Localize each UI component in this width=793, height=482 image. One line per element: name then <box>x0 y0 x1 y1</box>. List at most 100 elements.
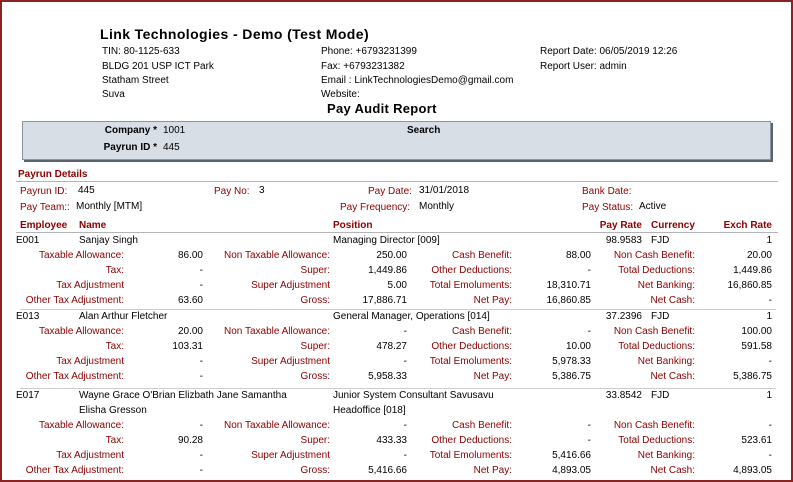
employee-position: General Manager, Operations [014] <box>333 311 490 322</box>
non-taxable-allowance-value: - <box>403 326 407 337</box>
net-cash-value: 5,386.75 <box>733 371 772 382</box>
company-address-1: BLDG 201 USP ICT Park <box>102 61 214 72</box>
super-adjustment-value: - <box>403 450 407 461</box>
pay-no-value: 3 <box>259 185 265 196</box>
company-name: Link Technologies - Demo (Test Mode) <box>100 26 370 42</box>
taxable-allowance-value: 86.00 <box>177 250 203 261</box>
payrun-id-field-value: 445 <box>78 185 95 196</box>
cash-benefit-value: - <box>587 326 591 337</box>
net-cash-value: 4,893.05 <box>733 465 772 476</box>
non-cash-benefit-label: Non Cash Benefit: <box>613 326 695 337</box>
net-pay-value: 4,893.05 <box>552 465 591 476</box>
pay-no-label: Pay No: <box>214 186 250 197</box>
net-cash-value: - <box>768 295 772 306</box>
cash-benefit-value: 88.00 <box>565 250 591 261</box>
employee-pay-rate: 37.2396 <box>605 311 642 322</box>
col-exch-rate: Exch Rate <box>723 220 772 231</box>
report-user: Report User: admin <box>540 61 627 72</box>
employee-position: Junior System Consultant Savusavu <box>333 390 494 401</box>
company-address-2: Statham Street <box>102 75 169 86</box>
net-pay-label: Net Pay: <box>473 295 512 306</box>
net-pay-value: 5,386.75 <box>552 371 591 382</box>
employee-code: E013 <box>16 311 40 322</box>
non-cash-benefit-value: - <box>768 420 772 431</box>
company-value: 1001 <box>163 125 186 136</box>
non-cash-benefit-value: 100.00 <box>741 326 772 337</box>
non-taxable-allowance-label: Non Taxable Allowance: <box>224 250 330 261</box>
cash-benefit-label: Cash Benefit: <box>451 250 512 261</box>
company-phone: Phone: +6793231399 <box>321 46 417 57</box>
employee-name: Wayne Grace O'Brian Elizbath Jane Samant… <box>79 390 287 401</box>
gross-label: Gross: <box>300 295 330 306</box>
net-cash-label: Net Cash: <box>650 371 695 382</box>
pay-team-value: Monthly [MTM] <box>76 201 143 212</box>
total-deductions-value: 591.58 <box>741 341 772 352</box>
col-pay-rate: Pay Rate <box>599 220 642 231</box>
total-deductions-label: Total Deductions: <box>618 435 695 446</box>
employee-divider <box>20 309 776 310</box>
gross-label: Gross: <box>300 465 330 476</box>
cash-benefit-value: - <box>587 420 591 431</box>
taxable-allowance-value: 20.00 <box>177 326 203 337</box>
total-deductions-label: Total Deductions: <box>618 265 695 276</box>
employee-name: Sanjay Singh <box>79 235 138 246</box>
other-tax-adjustment-label: Other Tax Adjustment: <box>25 371 124 382</box>
non-taxable-allowance-value: - <box>403 420 407 431</box>
non-taxable-allowance-label: Non Taxable Allowance: <box>224 326 330 337</box>
tax-adjustment-value: - <box>199 280 203 291</box>
non-cash-benefit-value: 20.00 <box>746 250 772 261</box>
tax-adjustment-value: - <box>199 356 203 367</box>
super-value: 478.27 <box>376 341 407 352</box>
bank-date-label: Bank Date: <box>582 186 632 197</box>
tax-adjustment-label: Tax Adjustment <box>56 280 124 291</box>
gross-value: 17,886.71 <box>362 295 408 306</box>
other-deductions-label: Other Deductions: <box>431 341 512 352</box>
payrun-id-label: Payrun ID * <box>103 142 157 153</box>
company-fax: Fax: +6793231382 <box>321 61 405 72</box>
other-tax-adjustment-label: Other Tax Adjustment: <box>25 295 124 306</box>
company-website: Website: <box>321 89 360 100</box>
search-label: Search <box>407 125 441 136</box>
total-emoluments-value: 5,978.33 <box>552 356 591 367</box>
other-deductions-label: Other Deductions: <box>431 265 512 276</box>
tax-label: Tax: <box>105 341 124 352</box>
super-adjustment-label: Super Adjustment <box>251 450 330 461</box>
employee-code: E017 <box>16 390 40 401</box>
pay-frequency-value: Monthly <box>419 201 455 212</box>
pay-date-label: Pay Date: <box>368 186 412 197</box>
net-cash-label: Net Cash: <box>650 295 695 306</box>
employee-name: Alan Arthur Fletcher <box>79 311 168 322</box>
super-value: 433.33 <box>376 435 407 446</box>
employee-position: Managing Director [009] <box>333 235 440 246</box>
tax-adjustment-label: Tax Adjustment <box>56 356 124 367</box>
net-cash-label: Net Cash: <box>650 465 695 476</box>
super-adjustment-label: Super Adjustment <box>251 280 330 291</box>
tax-adjustment-label: Tax Adjustment <box>56 450 124 461</box>
other-deductions-label: Other Deductions: <box>431 435 512 446</box>
net-banking-label: Net Banking: <box>637 356 695 367</box>
employee-name-cont: Elisha Gresson <box>79 405 147 416</box>
employee-exch-rate: 1 <box>766 235 772 246</box>
col-currency: Currency <box>651 220 695 231</box>
total-deductions-value: 1,449.86 <box>733 265 772 276</box>
col-name: Name <box>79 220 107 231</box>
tax-label: Tax: <box>105 265 124 276</box>
taxable-allowance-value: - <box>199 420 203 431</box>
non-cash-benefit-label: Non Cash Benefit: <box>613 250 695 261</box>
employee-exch-rate: 1 <box>766 390 772 401</box>
employee-currency: FJD <box>651 311 670 322</box>
col-employee: Employee <box>20 220 68 231</box>
other-tax-adjustment-value: 63.60 <box>177 295 203 306</box>
search-criteria-panel: Company * 1001 Payrun ID * 445 Search <box>22 121 771 160</box>
total-emoluments-label: Total Emoluments: <box>429 356 512 367</box>
company-address-3: Suva <box>102 89 125 100</box>
pay-status-label: Pay Status: <box>582 202 634 213</box>
header-divider <box>16 232 778 233</box>
non-cash-benefit-label: Non Cash Benefit: <box>613 420 695 431</box>
employee-currency: FJD <box>651 235 670 246</box>
super-adjustment-value: 5.00 <box>387 280 407 291</box>
pay-frequency-label: Pay Frequency: <box>340 202 411 213</box>
tax-adjustment-value: - <box>199 450 203 461</box>
tax-value: 103.31 <box>172 341 203 352</box>
